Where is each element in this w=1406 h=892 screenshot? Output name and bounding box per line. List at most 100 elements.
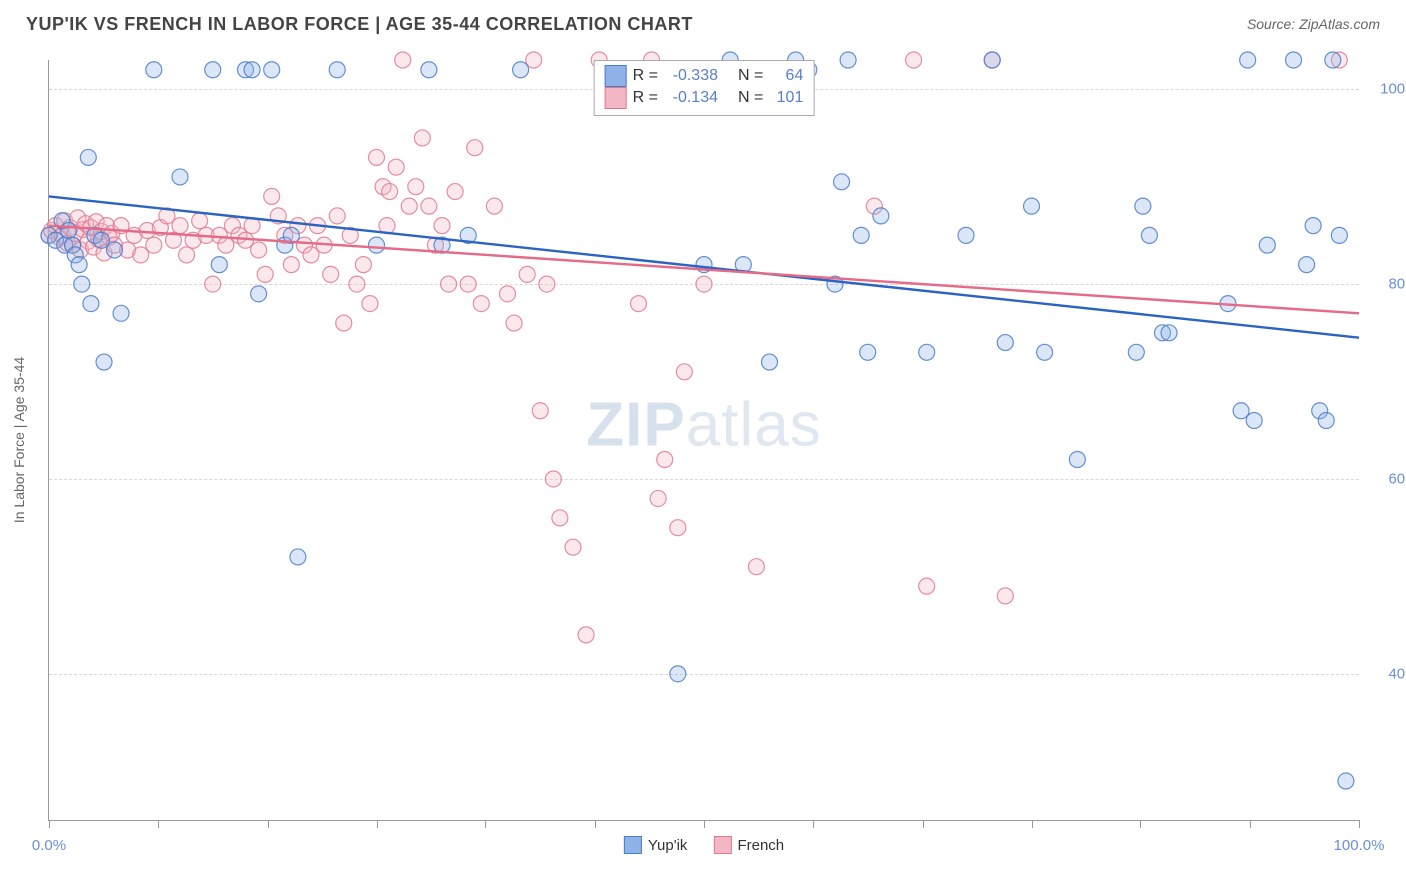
source-attribution: Source: ZipAtlas.com bbox=[1247, 16, 1380, 32]
x-tick bbox=[704, 820, 705, 828]
data-point bbox=[1135, 198, 1151, 214]
data-point bbox=[467, 140, 483, 156]
x-tick bbox=[1032, 820, 1033, 828]
data-point bbox=[1128, 344, 1144, 360]
data-point bbox=[323, 266, 339, 282]
x-tick bbox=[595, 820, 596, 828]
data-point bbox=[1240, 52, 1256, 68]
data-point bbox=[172, 169, 188, 185]
x-tick bbox=[268, 820, 269, 828]
data-point bbox=[519, 266, 535, 282]
data-point bbox=[486, 198, 502, 214]
legend-swatch bbox=[713, 836, 731, 854]
y-tick-label: 40.0% bbox=[1388, 665, 1406, 682]
data-point bbox=[264, 62, 280, 78]
x-tick bbox=[485, 820, 486, 828]
stats-row: R =-0.338N =64 bbox=[605, 65, 804, 87]
trend-line bbox=[49, 226, 1359, 314]
x-tick bbox=[813, 820, 814, 828]
correlation-chart: In Labor Force | Age 35-44 100.0%80.0%60… bbox=[48, 60, 1359, 821]
data-point bbox=[283, 257, 299, 273]
data-point bbox=[539, 276, 555, 292]
x-tick bbox=[377, 820, 378, 828]
data-point bbox=[290, 549, 306, 565]
legend-item: French bbox=[713, 836, 784, 854]
data-point bbox=[257, 266, 273, 282]
data-point bbox=[873, 208, 889, 224]
data-point bbox=[96, 354, 112, 370]
data-point bbox=[414, 130, 430, 146]
data-point bbox=[421, 198, 437, 214]
y-axis-label: In Labor Force | Age 35-44 bbox=[11, 357, 27, 523]
x-tick-label: 0.0% bbox=[32, 837, 66, 854]
data-point bbox=[61, 223, 77, 239]
data-point bbox=[211, 257, 227, 273]
data-point bbox=[532, 403, 548, 419]
data-point bbox=[369, 149, 385, 165]
data-point bbox=[1024, 198, 1040, 214]
n-value: 101 bbox=[769, 87, 803, 109]
data-point bbox=[578, 627, 594, 643]
data-point bbox=[840, 52, 856, 68]
series-swatch bbox=[605, 87, 627, 109]
y-tick-label: 60.0% bbox=[1388, 470, 1406, 487]
x-tick bbox=[158, 820, 159, 828]
data-point bbox=[1161, 325, 1177, 341]
data-point bbox=[545, 471, 561, 487]
data-point bbox=[748, 559, 764, 575]
data-point bbox=[107, 242, 123, 258]
data-point bbox=[1246, 413, 1262, 429]
data-point bbox=[192, 213, 208, 229]
data-point bbox=[1305, 218, 1321, 234]
data-point bbox=[172, 218, 188, 234]
r-label: R = bbox=[633, 87, 658, 109]
data-point bbox=[984, 52, 1000, 68]
x-tick bbox=[1250, 820, 1251, 828]
data-point bbox=[1331, 227, 1347, 243]
stats-row: R =-0.134N =101 bbox=[605, 87, 804, 109]
r-value: -0.338 bbox=[664, 65, 718, 87]
data-point bbox=[1299, 257, 1315, 273]
data-point bbox=[362, 296, 378, 312]
n-value: 64 bbox=[769, 65, 803, 87]
data-point bbox=[500, 286, 516, 302]
data-point bbox=[251, 242, 267, 258]
y-tick-label: 100.0% bbox=[1380, 81, 1406, 98]
data-point bbox=[1286, 52, 1302, 68]
x-tick-label: 100.0% bbox=[1334, 837, 1385, 854]
data-point bbox=[329, 62, 345, 78]
data-point bbox=[401, 198, 417, 214]
legend-item: Yup'ik bbox=[624, 836, 688, 854]
data-point bbox=[369, 237, 385, 253]
data-point bbox=[329, 208, 345, 224]
data-point bbox=[834, 174, 850, 190]
data-point bbox=[853, 227, 869, 243]
x-tick bbox=[1359, 820, 1360, 828]
legend-label: French bbox=[737, 837, 784, 854]
data-point bbox=[1318, 413, 1334, 429]
data-point bbox=[670, 520, 686, 536]
r-label: R = bbox=[633, 65, 658, 87]
data-point bbox=[205, 276, 221, 292]
data-point bbox=[631, 296, 647, 312]
legend-label: Yup'ik bbox=[648, 837, 688, 854]
x-tick bbox=[923, 820, 924, 828]
data-point bbox=[958, 227, 974, 243]
legend-swatch bbox=[624, 836, 642, 854]
data-point bbox=[146, 62, 162, 78]
data-point bbox=[513, 62, 529, 78]
data-point bbox=[264, 188, 280, 204]
data-point bbox=[906, 52, 922, 68]
data-point bbox=[146, 237, 162, 253]
data-point bbox=[179, 247, 195, 263]
data-point bbox=[251, 286, 267, 302]
data-point bbox=[355, 257, 371, 273]
series-legend: Yup'ik French bbox=[624, 836, 784, 854]
data-point bbox=[71, 257, 87, 273]
data-point bbox=[506, 315, 522, 331]
data-point bbox=[460, 276, 476, 292]
data-point bbox=[408, 179, 424, 195]
data-point bbox=[676, 364, 692, 380]
data-point bbox=[565, 539, 581, 555]
data-point bbox=[762, 354, 778, 370]
